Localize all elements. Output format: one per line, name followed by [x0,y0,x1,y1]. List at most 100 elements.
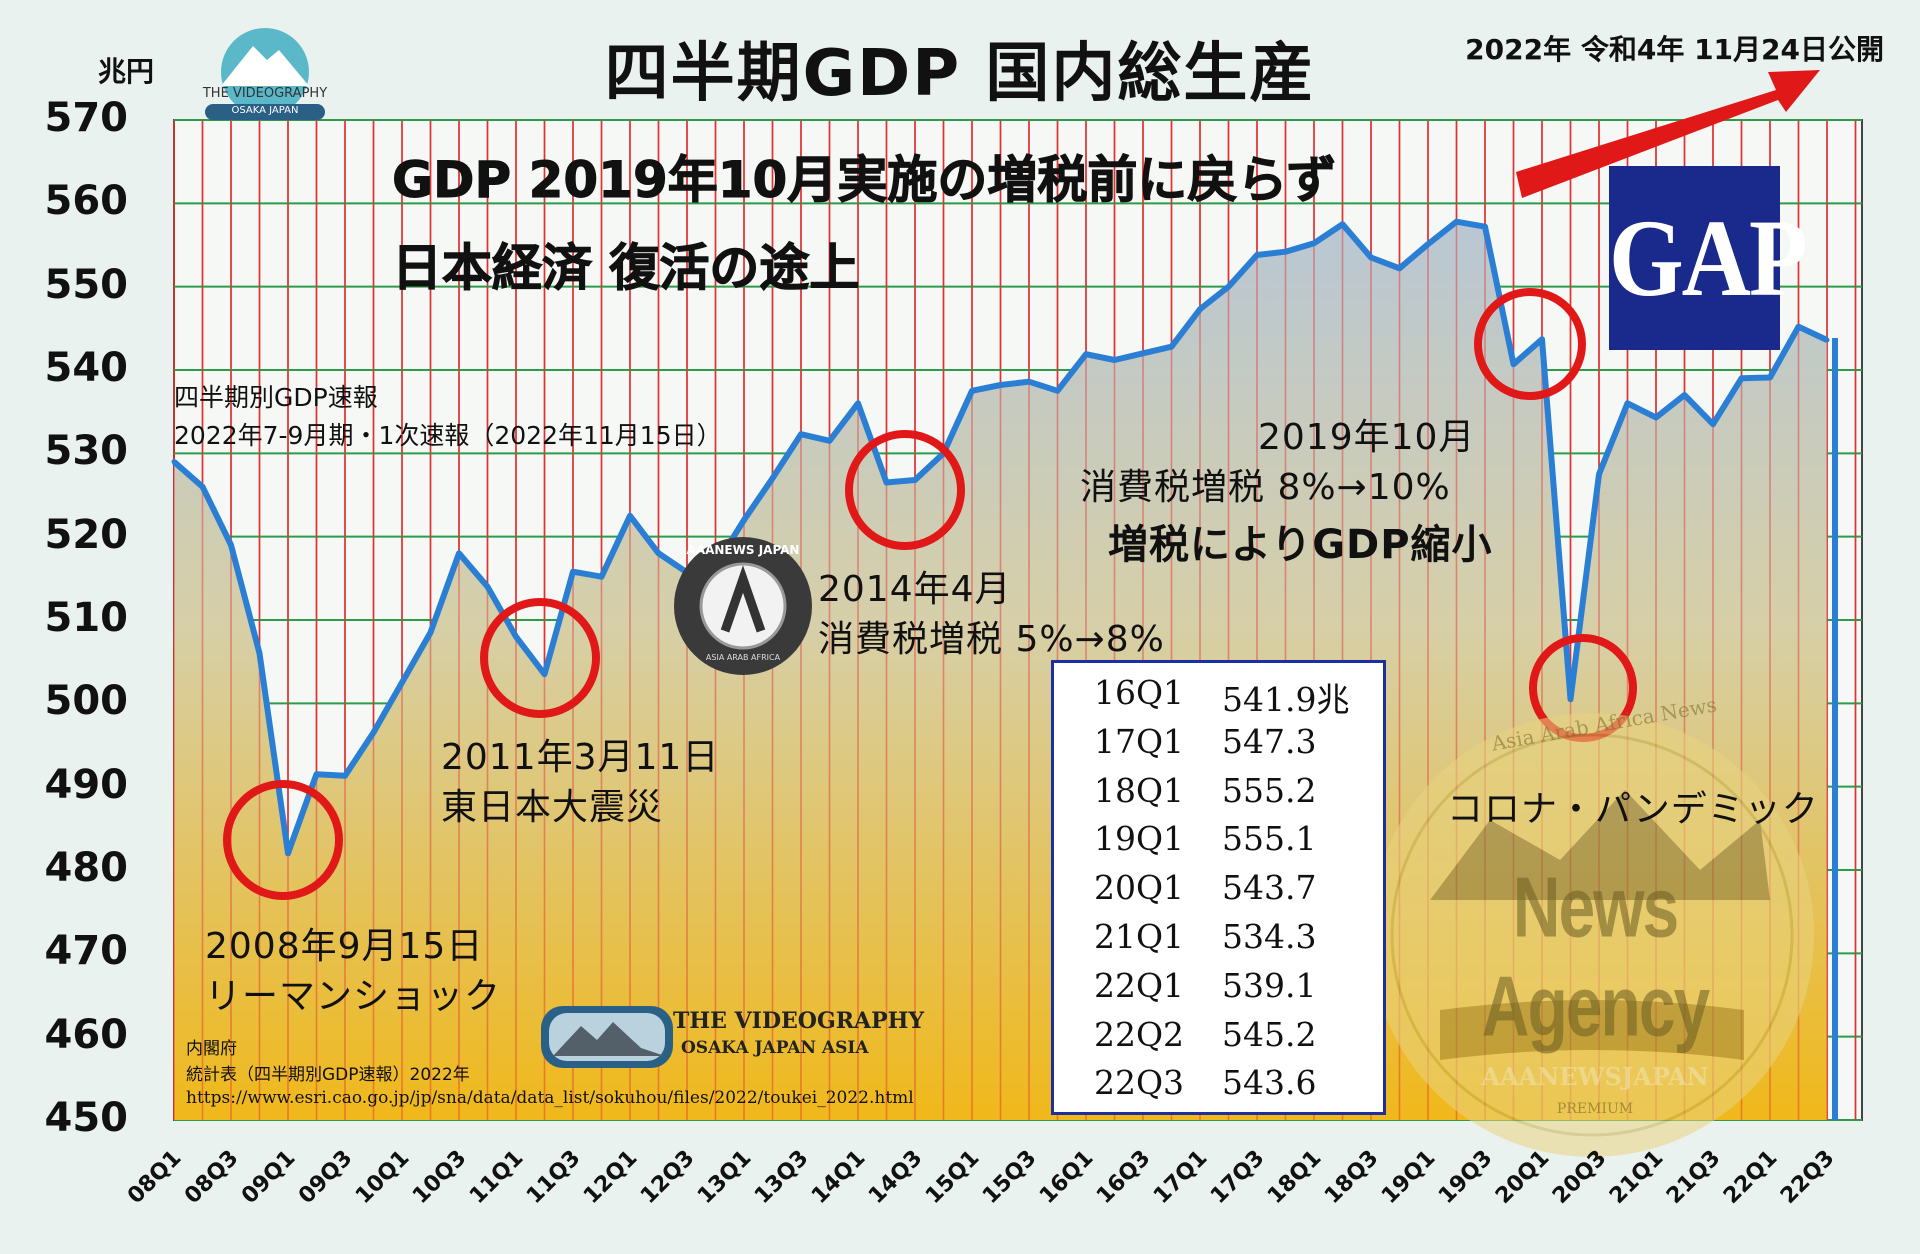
data-point-09Q4 [371,730,376,735]
table-quarter: 22Q3 [1094,1063,1185,1103]
published-date: 2022年 令和4年 11月24日公開 [1465,33,1884,66]
annotation-tax2019-label: 消費税増税 8%→10% [1080,467,1451,508]
data-point-19Q2 [1454,219,1459,225]
data-point-18Q1 [1311,240,1317,246]
table-value: 545.2 [1222,1014,1317,1054]
annotation-quake-label: 東日本大震災 [441,787,664,828]
table-value: 534.3 [1222,916,1317,956]
data-point-17Q3 [1254,252,1260,258]
y-tick-label: 500 [44,678,129,725]
table-quarter: 16Q1 [1094,673,1185,712]
table-quarter: 18Q1 [1094,770,1185,810]
data-point-17Q4 [1283,249,1288,255]
table-row: 17Q1 547.3 [1054,722,1383,771]
data-point-21Q2 [1682,392,1687,398]
source-note-2: 2022年7-9月期・1次速報（2022年11月15日） [174,421,722,450]
data-point-10Q2 [428,630,433,635]
annotation-corona: コロナ・パンデミック [1447,789,1819,830]
data-point-16Q2 [1112,357,1117,363]
table-value: 555.1 [1222,819,1317,859]
table-row: 16Q1 541.9兆 [1054,673,1383,722]
source-note-1: 四半期別GDP速報 [174,383,378,412]
table-row: 19Q1 555.1 [1054,819,1383,868]
table-row: 22Q3 543.6 [1054,1063,1383,1112]
annotation-tax2014-date: 2014年4月 [818,569,1012,610]
y-tick-label: 550 [44,261,129,308]
data-point-11Q1 [513,634,519,640]
annotation-lehman-date: 2008年9月15日 [205,926,484,967]
data-point-14Q3 [912,477,918,483]
y-tick-label: 510 [44,595,129,641]
data-point-09Q2 [314,771,319,777]
y-tick-label: 460 [44,1011,129,1058]
data-point-17Q1 [1197,306,1203,312]
table-row: 21Q1 534.3 [1054,917,1383,966]
data-point-10Q1 [399,680,405,685]
data-point-08Q2 [200,484,205,490]
watermark-text: News Agency AAANEWSJAPAN PREMIUM [1395,859,1795,1118]
table-value: 539.1 [1222,965,1317,1005]
table-quarter: 21Q1 [1094,916,1185,956]
data-point-12Q1 [627,513,633,519]
data-point-20Q2 [1568,696,1573,702]
data-point-17Q2 [1226,284,1231,290]
aaanews-badge: AAANEWS JAPAN ASIA ARAB AFRICA [672,535,814,677]
data-point-21Q3 [1710,421,1716,427]
data-point-22Q3 [1824,337,1830,343]
y-tick-label: 540 [44,345,129,391]
data-point-11Q3 [570,569,576,575]
aaanews-badge-icon [674,537,812,675]
data-point-16Q3 [1140,350,1146,356]
gap-label-box: GAP [1609,166,1808,350]
y-tick-label: 450 [44,1095,129,1141]
data-point-13Q2 [770,475,775,481]
data-point-19Q4 [1511,361,1516,367]
videography-bottom-name: THE VIDEOGRAPHY [673,1008,925,1034]
table-value: 543.7 [1222,868,1317,908]
data-point-22Q2 [1796,324,1801,330]
source-agency: 内閣府 [186,1039,237,1059]
videography-top-sub: OSAKA JAPAN [231,105,299,116]
data-point-09Q3 [342,773,348,779]
data-point-11Q2 [542,671,547,677]
circle-quake [480,598,600,718]
table-quarter: 22Q2 [1094,1014,1185,1054]
data-point-18Q3 [1368,255,1374,260]
table-value: 555.2 [1222,770,1317,810]
data-point-15Q4 [1055,388,1060,394]
y-tick-label: 470 [44,928,129,975]
table-quarter: 20Q1 [1094,868,1185,908]
aaanews-badge-name: AAANEWS JAPAN [686,543,800,557]
data-point-15Q3 [1026,379,1032,385]
source-url: https://www.esri.cao.go.jp/jp/sna/data/d… [186,1088,914,1108]
y-tick-label: 530 [44,428,129,475]
data-point-21Q4 [1739,375,1744,381]
mountain-logo-icon [205,28,325,120]
y-tick-label: 520 [44,511,129,558]
data-point-08Q1 [171,459,177,465]
data-point-13Q3 [798,431,804,437]
y-tick-label: 480 [44,845,129,891]
aaanews-badge-sub: ASIA ARAB AFRICA [705,653,781,662]
annotation-tax2019-note: 増税によりGDP縮小 [1108,522,1493,568]
y-tick-label: 570 [44,95,129,141]
data-point-10Q4 [485,584,490,590]
table-row: 18Q1 555.2 [1054,771,1383,820]
annotation-quake-date: 2011年3月11日 [441,737,720,778]
mountain-banner-icon [541,1006,673,1068]
table-quarter: 17Q1 [1094,721,1185,761]
headline-2: 日本経済 復活の途上 [391,239,860,298]
data-point-11Q4 [599,574,604,580]
circle-tax2019 [1474,288,1586,400]
data-point-20Q3 [1596,471,1602,477]
data-point-10Q3 [456,550,462,556]
table-value: 547.3 [1222,721,1317,761]
annotation-tax2019-date: 2019年10月 [1258,417,1476,458]
data-point-20Q1 [1539,336,1545,342]
gdp-value-table: 16Q1 541.9兆 17Q1 547.3 18Q1 555.2 19Q1 555.1 20Q… [1051,660,1386,1115]
data-point-16Q4 [1169,344,1174,350]
aaanews-watermark [1370,713,1814,1157]
data-point-13Q4 [827,438,832,444]
data-point-20Q4 [1625,400,1630,406]
